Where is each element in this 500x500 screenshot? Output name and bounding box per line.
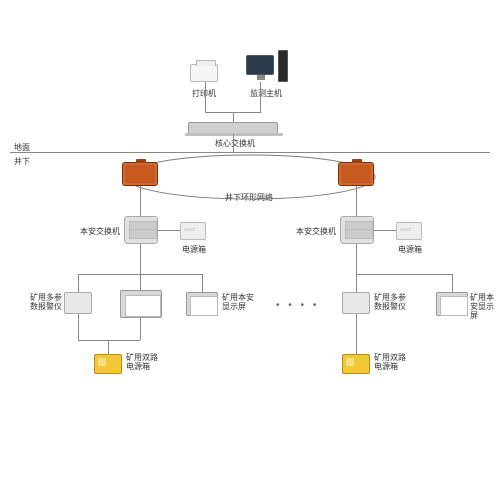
gateway-right-icon — [338, 162, 374, 186]
dual-psu-right-icon — [342, 354, 370, 374]
diagram-canvas: 打印机 监测主机 核心交换机 地面 井下 井下环形网络 本安交换机 电源箱 本安… — [0, 0, 500, 500]
display-r-label: 矿用本安显示屏 — [470, 294, 496, 320]
surface-below-label: 井下 — [14, 156, 30, 167]
safe-switch-left-label: 本安交换机 — [80, 226, 120, 237]
alarm-r-icon — [342, 292, 370, 314]
dual-psu-left-icon — [94, 354, 122, 374]
connector — [158, 230, 180, 231]
printer-icon — [190, 64, 218, 82]
dual-psu-left-label: 矿用双路电源箱 — [126, 354, 160, 372]
psu-right-icon — [396, 222, 422, 240]
core-switch-label: 核心交换机 — [215, 138, 255, 149]
display-mid-icon — [120, 290, 162, 318]
psu-left-icon — [180, 222, 206, 240]
safe-switch-left-icon — [124, 216, 158, 244]
connector — [260, 82, 261, 112]
connector — [356, 314, 357, 354]
connector — [356, 274, 452, 275]
connector — [205, 82, 206, 112]
connector — [356, 274, 357, 292]
gateway-left-icon — [122, 162, 158, 186]
connector — [356, 244, 357, 274]
core-switch-icon — [188, 122, 278, 134]
connector — [108, 340, 109, 354]
psu-left-label: 电源箱 — [182, 244, 206, 255]
connector — [78, 314, 79, 340]
connector — [78, 340, 140, 341]
alarm-r-label: 矿用多参数报警仪 — [374, 294, 406, 312]
alarm-left-icon — [64, 292, 92, 314]
host-label: 监测主机 — [250, 88, 282, 99]
connector — [202, 274, 203, 292]
host-tower-icon — [278, 50, 288, 82]
connector — [374, 230, 396, 231]
connector — [78, 274, 79, 292]
printer-label: 打印机 — [192, 88, 216, 99]
ellipsis-icon: • • • • — [276, 300, 319, 311]
connector — [140, 186, 141, 216]
connector — [452, 274, 453, 292]
connector — [140, 244, 141, 274]
host-monitor-icon — [246, 55, 274, 75]
safe-switch-right-icon — [340, 216, 374, 244]
display-right-label: 矿用本安显示屏 — [222, 294, 254, 312]
dual-psu-right-label: 矿用双路电源箱 — [374, 354, 408, 372]
connector — [233, 134, 234, 152]
alarm-left-label: 矿用多参数报警仪 — [30, 294, 62, 312]
connector — [233, 112, 234, 122]
connector — [140, 318, 141, 340]
connector — [356, 186, 357, 216]
display-r-icon — [436, 292, 468, 316]
display-right-icon — [186, 292, 218, 316]
ring-label: 井下环形网络 — [225, 192, 273, 203]
safe-switch-right-label: 本安交换机 — [296, 226, 336, 237]
psu-right-label: 电源箱 — [398, 244, 422, 255]
